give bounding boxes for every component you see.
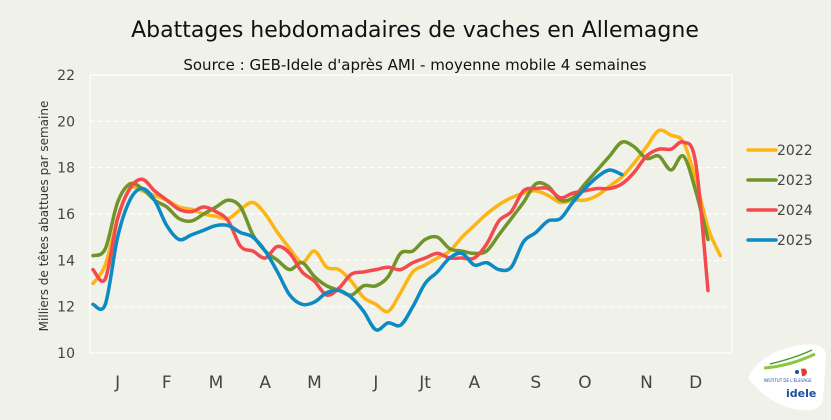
- x-tick-label: M: [307, 373, 322, 393]
- x-tick-label: A: [468, 373, 480, 393]
- series-line-2023: [91, 140, 710, 297]
- series-line-2024: [91, 140, 710, 297]
- x-tick-label: A: [259, 373, 271, 393]
- series-line-2025: [91, 168, 624, 332]
- x-tick-label: M: [209, 373, 224, 393]
- x-tick-label: J: [372, 373, 378, 393]
- y-tick-label: 14: [57, 253, 75, 269]
- y-axis-label: Milliers de têtes abattues par semaine: [37, 101, 51, 332]
- x-tick-label: S: [530, 373, 541, 393]
- logo-text: INSTITUT DE L'ÉLEVAGE: [764, 378, 812, 383]
- x-tick-label: Jt: [418, 373, 431, 393]
- legend-label: 2024: [777, 203, 813, 219]
- legend-item-2025: 2025: [746, 233, 813, 249]
- y-tick-label: 16: [57, 207, 75, 223]
- chart-subtitle: Source : GEB-Idele d'après AMI - moyenne…: [183, 56, 646, 74]
- y-tick-label: 10: [57, 346, 75, 362]
- y-tick-label: 18: [57, 161, 75, 177]
- legend-label: 2022: [777, 143, 813, 159]
- logo-brand: idele: [786, 387, 816, 400]
- legend-label: 2025: [777, 233, 813, 249]
- x-tick-label: D: [689, 373, 702, 393]
- legend-item-2023: 2023: [746, 173, 813, 189]
- x-tick-label: N: [640, 373, 653, 393]
- legend-item-2022: 2022: [746, 143, 813, 159]
- y-tick-label: 22: [57, 68, 75, 84]
- y-tick-label: 20: [57, 114, 75, 130]
- x-tick-label: F: [162, 373, 172, 393]
- y-tick-label: 12: [57, 300, 75, 316]
- legend-item-2024: 2024: [746, 203, 813, 219]
- x-tick-label: J: [114, 373, 120, 393]
- idele-logo: INSTITUT DE L'ÉLEVAGE idele: [748, 344, 826, 411]
- series-line-2022: [91, 128, 723, 314]
- x-tick-label: O: [578, 373, 591, 393]
- legend-label: 2023: [777, 173, 813, 189]
- chart-title: Abattages hebdomadaires de vaches en All…: [131, 18, 699, 43]
